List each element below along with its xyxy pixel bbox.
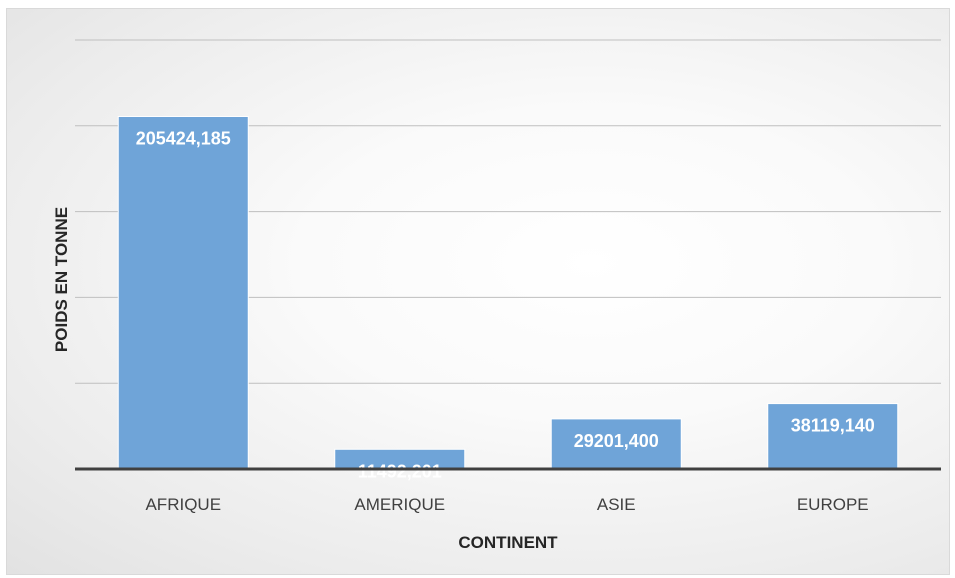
x-tick-label-europe: EUROPE [797,495,869,514]
data-label-europe: 38119,140 [791,416,875,436]
data-labels: 205424,185 11492,201 29201,400 38119,140 [136,128,875,481]
bar-europe [767,403,899,470]
x-tick-label-asie: ASIE [597,495,636,514]
x-tick-labels: AFRIQUE AMERIQUE ASIE EUROPE [145,495,868,514]
data-label-asie: 29201,400 [574,431,659,451]
data-label-afrique: 205424,185 [136,128,231,148]
bar-chart: 205424,185 11492,201 29201,400 38119,140 AF… [52,39,941,552]
chart-frame: 205424,185 11492,201 29201,400 38119,140 AF… [6,8,950,575]
bar-asie [550,418,682,470]
bar-afrique [117,115,249,470]
x-axis-title: CONTINENT [458,533,558,552]
bars [117,115,899,470]
x-tick-label-afrique: AFRIQUE [145,495,221,514]
x-tick-label-amerique: AMERIQUE [354,495,445,514]
data-label-amerique: 11492,201 [358,461,442,481]
y-axis-title: POIDS EN TONNE [52,207,71,352]
